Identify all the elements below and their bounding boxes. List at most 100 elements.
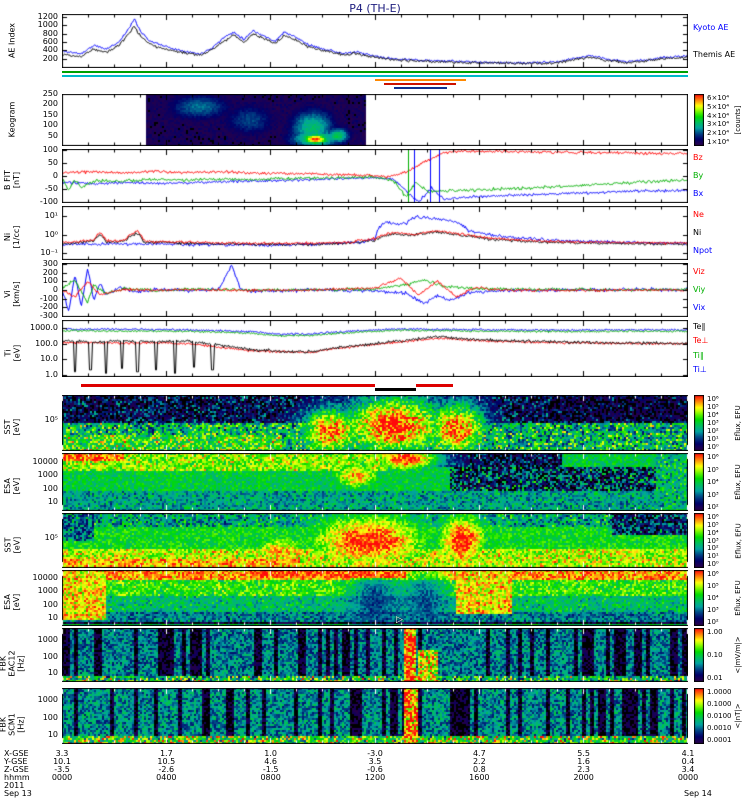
esa-i-ytick: 10000: [32, 573, 58, 583]
keogram-cb-tick: 6×10⁴: [707, 94, 730, 102]
sst-i-cb-tick: 10³: [707, 536, 719, 545]
ti-ytick: 1.0: [45, 369, 58, 379]
date-end-label: Sep 14: [684, 789, 712, 798]
esa-e-colorbar: [694, 453, 704, 511]
sst-e-cb-tick: 10³: [707, 419, 719, 427]
sst-e-cb-tick: 10⁴: [707, 411, 719, 419]
sst-i-cb-tick: 10⁵: [707, 520, 719, 529]
esa-e-ytick: 100: [42, 483, 58, 493]
avail-bar: [384, 83, 457, 85]
hhmm-row-value: 0000: [677, 773, 699, 782]
ni-plot: [62, 206, 688, 260]
hhmm-row-value: 2000: [573, 773, 594, 782]
ti-ytick: 100.0: [35, 338, 58, 348]
vi-ytick: -300: [39, 311, 58, 320]
hhmm-row-value: 0800: [260, 773, 281, 782]
fbk-e-ytick: 100: [42, 651, 58, 661]
esa-e-ylabel: ESA [eV]: [3, 477, 21, 495]
avail-bar: [62, 71, 688, 73]
ti-plot: [62, 320, 688, 377]
x-gse-row-value: 1.0: [264, 749, 278, 758]
sst-e-ytick: 10⁵: [44, 415, 58, 425]
sst-i-colorbar: [694, 513, 704, 568]
sst-e-cb-tick: 10⁰: [707, 443, 719, 451]
y-gse-row-value: 2.2: [472, 757, 486, 766]
vi-legend-viy: Viy: [693, 285, 706, 294]
sst-e-cb-tick: 10²: [707, 427, 719, 435]
keogram-ytick: 100: [42, 120, 58, 130]
esa-e-ytick: 1000: [37, 470, 58, 480]
vi-ytick: -100: [39, 293, 58, 303]
sst-i-cb-tick: 10⁴: [707, 528, 719, 537]
y-gse-row-value: 0.4: [681, 757, 695, 766]
ni-ylabel: Ni [1/cc]: [3, 225, 21, 249]
esa-i-cb-tick: 10⁶: [707, 570, 719, 578]
z-gse-row-value: -1.5: [262, 765, 279, 774]
sst-e-cb-tick: 10⁶: [707, 395, 719, 403]
ni-legend-npot: Npot: [693, 246, 713, 255]
ae-plot: [62, 14, 688, 68]
ti-ylabel: Ti [eV]: [3, 344, 21, 361]
vi-ytick: 0: [52, 285, 58, 294]
esa-i-marker: ▷: [396, 615, 403, 625]
esa-e-cb-tick: 10²: [707, 503, 719, 511]
fbk-e-ytick: 1000: [37, 634, 58, 644]
z-gse-row-value: -0.6: [367, 765, 383, 774]
esa-e-cb-unit: Eflux, EFU: [734, 464, 742, 500]
y-gse-row-value: 4.6: [264, 757, 278, 766]
ae-ytick: 400: [42, 45, 58, 55]
x-gse-row-value: 4.1: [681, 749, 695, 758]
avail-bar: [393, 87, 447, 89]
fbk-b-ytick: 100: [42, 712, 58, 722]
esa-e-ytick: 10000: [32, 456, 58, 466]
sst-i-cb-tick: 10⁶: [707, 513, 719, 521]
year-label: 2011: [4, 781, 25, 790]
ae-legend-kyoto-ae: Kyoto AE: [693, 22, 729, 32]
x-gse-row-value: -3.0: [367, 749, 383, 758]
z-gse-row-value: 2.3: [577, 765, 591, 774]
keogram-ytick: 250: [42, 89, 58, 98]
z-gse-row-label: Z-GSE: [4, 765, 29, 774]
ae-ylabel: AE Index: [7, 22, 17, 59]
date-start-label: Sep 13: [4, 789, 32, 798]
bfit-ytick: 100: [42, 145, 58, 154]
sst-e-ylabel: SST [eV]: [3, 418, 21, 436]
fbk-b-cb-unit: <|nT|>: [734, 703, 742, 729]
esa-e-spectrogram: [62, 453, 688, 511]
fbk-e-cb-tick: 0.01: [707, 674, 723, 682]
esa-i-ytick: 100: [42, 599, 58, 609]
hhmm-row-label: hhmm: [4, 773, 30, 782]
esa-i-spectrogram: [62, 570, 688, 626]
vi-legend-viz: Viz: [693, 267, 705, 276]
fbk-e-spectrogram: [62, 628, 688, 682]
vi-ytick: 200: [42, 267, 58, 277]
esa-e-cb-tick: 10⁴: [707, 478, 719, 486]
fbk-e-cb-tick: 0.10: [707, 651, 723, 659]
ti-ytick: 10.0: [40, 354, 58, 364]
bfit-legend-bz: Bz: [693, 153, 703, 162]
sst-i-ylabel: SST [eV]: [3, 536, 21, 553]
vi-ytick: 100: [42, 276, 58, 286]
bfit-ytick: -50: [44, 184, 58, 193]
y-gse-row-value: 3.5: [368, 757, 382, 766]
ni-ytick: 10⁻¹: [40, 248, 58, 258]
bfit-ytick: 50: [47, 158, 58, 167]
esa-i-ytick: 1000: [37, 586, 58, 596]
bfit-legend-bx: Bx: [693, 189, 704, 198]
vi-ytick: 300: [42, 259, 58, 268]
esa-i-cb-unit: Eflux, EFU: [734, 580, 742, 616]
fbk-e-cb-tick: 1.00: [707, 628, 723, 636]
fbk-e-colorbar: [694, 628, 704, 682]
ni-ytick: 10¹: [44, 210, 58, 220]
keogram-ytick: 200: [42, 99, 58, 109]
esa-i-cb-tick: 10⁴: [707, 594, 719, 602]
z-gse-row-value: 0.8: [472, 765, 486, 774]
fbk-b-spectrogram: [62, 688, 688, 744]
sst-i-cb-tick: 10²: [707, 544, 719, 553]
fbk-b-ylabel: FBK SCM1 [Hz]: [0, 713, 26, 736]
ni-legend-ni: Ni: [693, 228, 702, 237]
ti-ytick: 1000.0: [30, 323, 58, 333]
keogram-cb-tick: 4×10⁴: [707, 111, 730, 120]
sst-e-colorbar: [694, 395, 704, 451]
